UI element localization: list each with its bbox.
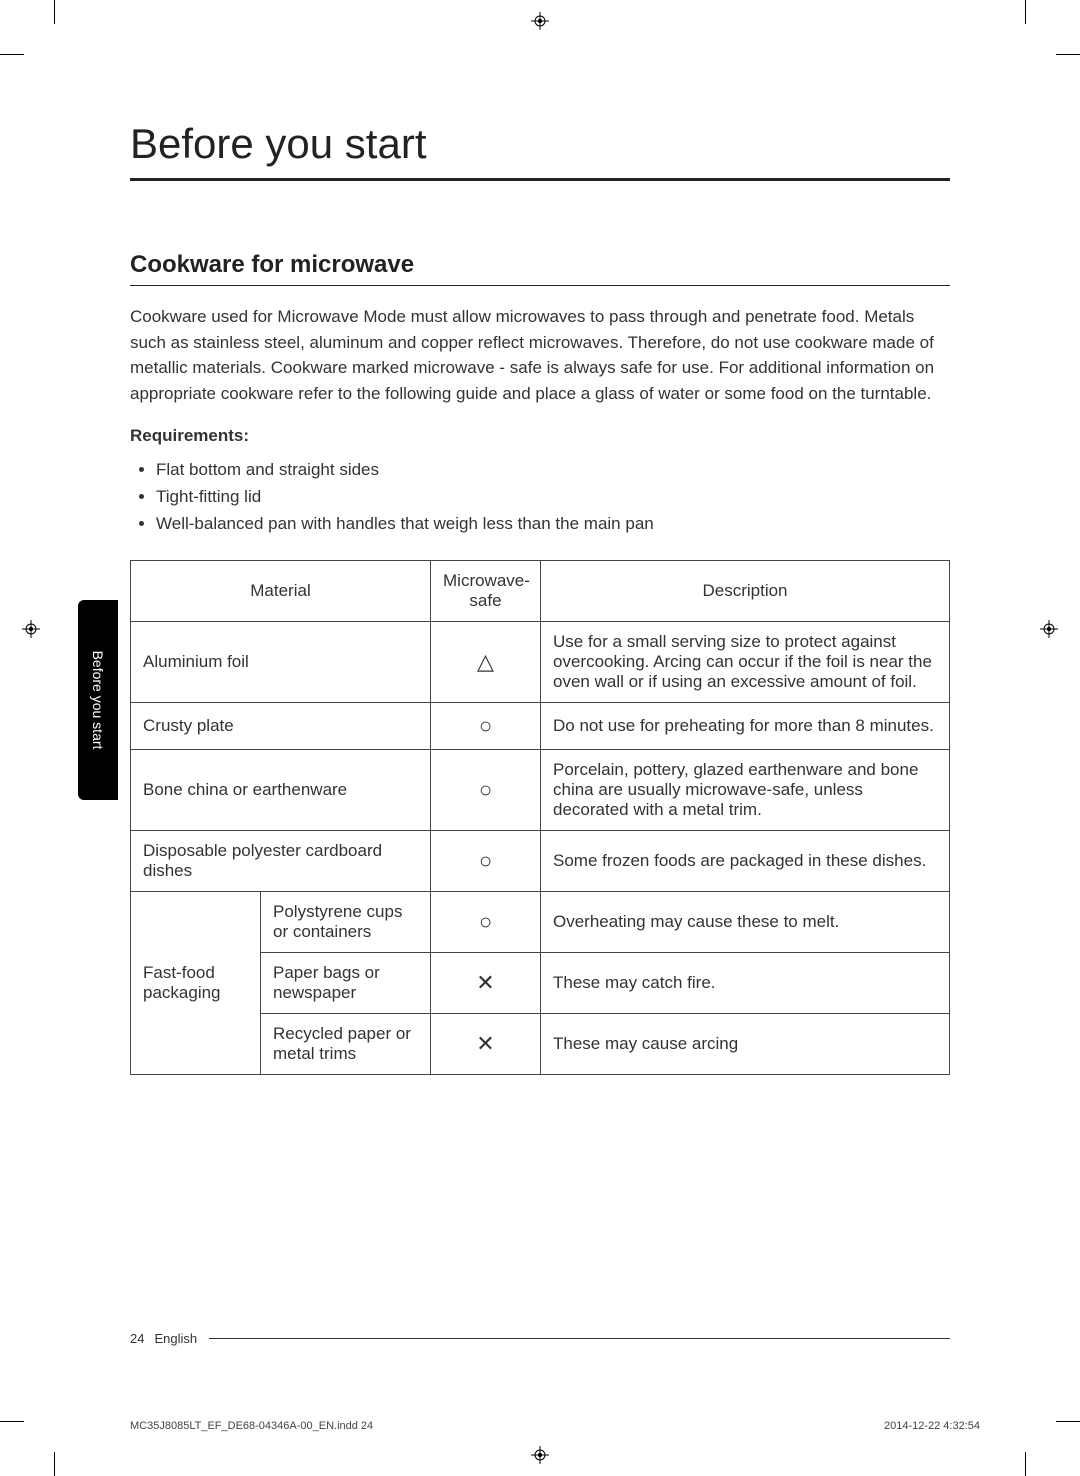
page-footer: 24 English [130, 1331, 950, 1346]
requirement-item: Well-balanced pan with handles that weig… [156, 510, 950, 537]
crop-mark [1056, 54, 1080, 55]
table-header-material: Material [131, 560, 431, 621]
footer-language: English [154, 1331, 197, 1346]
requirement-item: Flat bottom and straight sides [156, 456, 950, 483]
material-cell: Aluminium foil [131, 621, 431, 702]
page-number: 24 [130, 1331, 144, 1346]
side-tab-label: Before you start [90, 651, 106, 750]
material-cell: Disposable polyester cardboard dishes [131, 830, 431, 891]
chapter-rule [130, 178, 950, 181]
table-row: Disposable polyester cardboard dishes ○ … [131, 830, 950, 891]
table-row: Crusty plate ○ Do not use for preheating… [131, 702, 950, 749]
safe-cell: ○ [431, 749, 541, 830]
safe-cell: ✕ [431, 1013, 541, 1074]
triangle-icon: △ [477, 649, 494, 675]
material-sub-cell: Paper bags or newspaper [261, 952, 431, 1013]
table-header-safe: Microwave-safe [431, 560, 541, 621]
registration-mark-icon [531, 1446, 549, 1464]
crop-mark [0, 54, 24, 55]
crop-mark [1025, 1452, 1026, 1476]
material-group-cell: Fast-food packaging [131, 891, 261, 1074]
crop-mark [1025, 0, 1026, 24]
material-cell: Crusty plate [131, 702, 431, 749]
safe-cell: △ [431, 621, 541, 702]
table-header-description: Description [541, 560, 950, 621]
section-rule [130, 285, 950, 286]
description-cell: These may cause arcing [541, 1013, 950, 1074]
section-title: Cookware for microwave [130, 251, 950, 279]
registration-mark-icon [531, 12, 549, 30]
circle-icon: ○ [479, 713, 492, 739]
requirements-list: Flat bottom and straight sides Tight-fit… [130, 456, 950, 538]
description-cell: Some frozen foods are packaged in these … [541, 830, 950, 891]
print-meta-timestamp: 2014-12-22 4:32:54 [884, 1420, 980, 1432]
crop-mark [54, 0, 55, 24]
safe-cell: ○ [431, 830, 541, 891]
requirement-item: Tight-fitting lid [156, 483, 950, 510]
crop-mark [0, 1421, 24, 1422]
material-sub-cell: Recycled paper or metal trims [261, 1013, 431, 1074]
side-tab: Before you start [78, 600, 118, 800]
description-cell: Overheating may cause these to melt. [541, 891, 950, 952]
chapter-title: Before you start [130, 120, 950, 168]
description-cell: These may catch fire. [541, 952, 950, 1013]
footer-rule [209, 1338, 950, 1339]
table-row: Bone china or earthenware ○ Porcelain, p… [131, 749, 950, 830]
registration-mark-icon [22, 620, 40, 638]
description-cell: Porcelain, pottery, glazed earthenware a… [541, 749, 950, 830]
material-cell: Bone china or earthenware [131, 749, 431, 830]
cross-icon: ✕ [476, 1031, 494, 1057]
description-cell: Do not use for preheating for more than … [541, 702, 950, 749]
description-cell: Use for a small serving size to protect … [541, 621, 950, 702]
circle-icon: ○ [479, 909, 492, 935]
table-row: Fast-food packaging Polystyrene cups or … [131, 891, 950, 952]
registration-mark-icon [1040, 620, 1058, 638]
print-meta-file: MC35J8085LT_EF_DE68-04346A-00_EN.indd 24 [130, 1420, 373, 1432]
safe-cell: ✕ [431, 952, 541, 1013]
cookware-table: Material Microwave-safe Description Alum… [130, 560, 950, 1075]
table-row: Aluminium foil △ Use for a small serving… [131, 621, 950, 702]
intro-paragraph: Cookware used for Microwave Mode must al… [130, 304, 950, 406]
safe-cell: ○ [431, 702, 541, 749]
circle-icon: ○ [479, 777, 492, 803]
material-sub-cell: Polystyrene cups or containers [261, 891, 431, 952]
circle-icon: ○ [479, 848, 492, 874]
crop-mark [1056, 1421, 1080, 1422]
requirements-heading: Requirements: [130, 426, 950, 446]
cross-icon: ✕ [476, 970, 494, 996]
crop-mark [54, 1452, 55, 1476]
safe-cell: ○ [431, 891, 541, 952]
